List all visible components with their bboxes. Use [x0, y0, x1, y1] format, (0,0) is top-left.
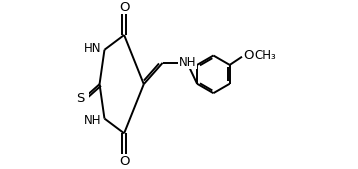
Text: O: O	[119, 155, 129, 168]
Text: S: S	[77, 92, 85, 105]
Text: NH: NH	[179, 56, 197, 69]
Text: NH: NH	[84, 114, 101, 127]
Text: O: O	[119, 1, 129, 14]
Text: O: O	[243, 49, 254, 62]
Text: HN: HN	[84, 42, 101, 55]
Text: CH₃: CH₃	[255, 49, 276, 62]
